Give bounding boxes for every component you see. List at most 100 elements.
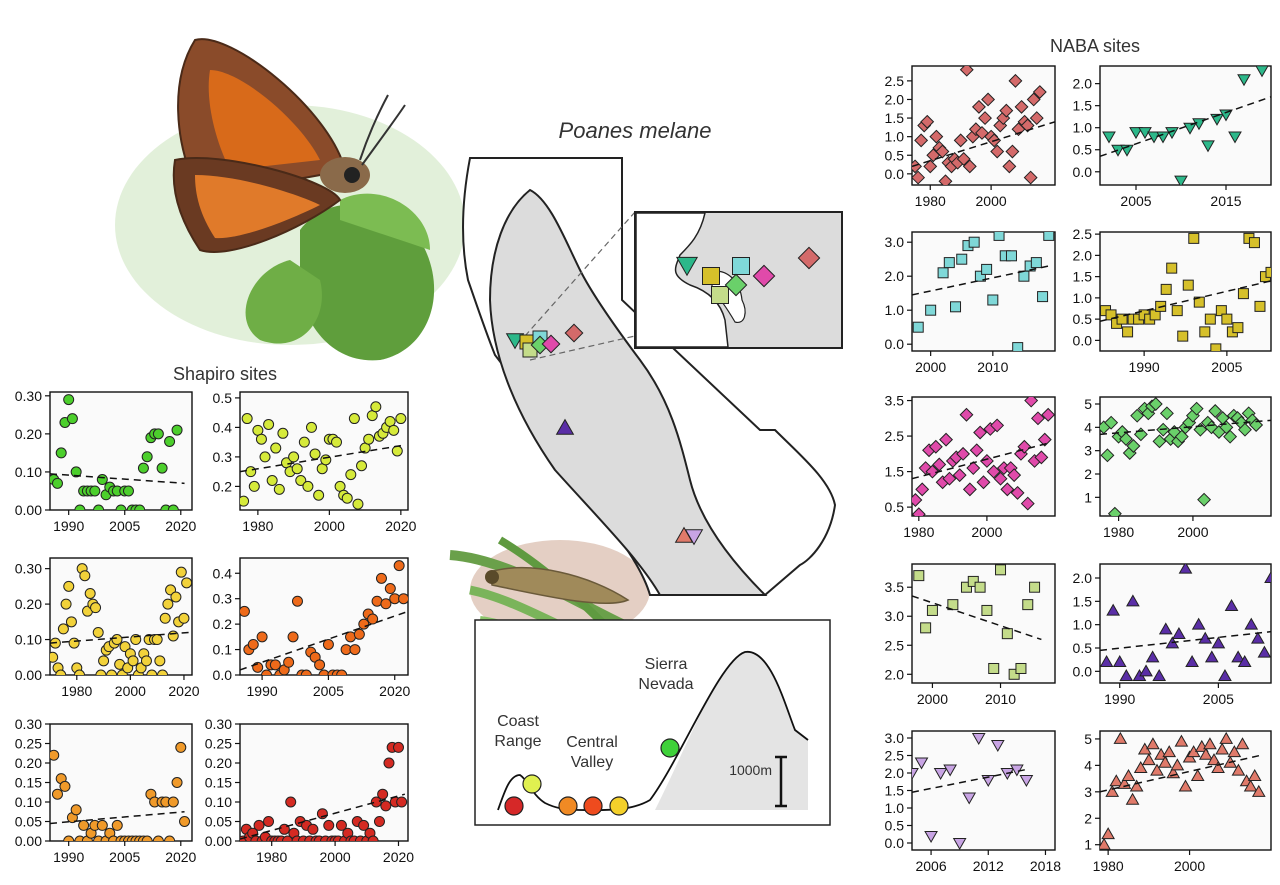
data-point: [1125, 792, 1140, 805]
data-point: [913, 570, 925, 582]
data-point: [263, 418, 275, 430]
y-tick-label: 0.20: [205, 755, 232, 771]
data-point: [1218, 668, 1232, 681]
data-points: [50, 394, 185, 510]
legend-site-dot: [504, 796, 524, 816]
scatter-panel-6: 1980 2000 2020 0.00 0.05 0.10 0.15 0.20 0.25 0.30: [205, 716, 415, 865]
x-tick-label: 2005: [109, 518, 140, 534]
data-point: [912, 507, 926, 516]
data-point: [1231, 650, 1245, 663]
legend-site-dot: [583, 796, 603, 816]
data-point: [1145, 650, 1160, 663]
data-point: [171, 777, 183, 788]
data-points: [50, 563, 192, 675]
x-tick-label: 1990: [247, 683, 278, 699]
data-point: [1219, 109, 1233, 122]
y-tick-label: 2.0: [885, 666, 905, 682]
x-tick-label: 2020: [379, 683, 410, 699]
data-point: [60, 598, 72, 610]
data-point: [370, 796, 382, 808]
data-point: [1219, 731, 1234, 744]
valley-label-2: Valley: [571, 754, 613, 771]
data-point: [1158, 622, 1173, 635]
data-point: [1116, 313, 1128, 325]
map-site-marker: [555, 418, 575, 435]
data-point: [1037, 291, 1049, 303]
data-point: [353, 628, 365, 640]
data-point: [98, 655, 110, 667]
data-point: [1112, 654, 1127, 667]
data-point: [973, 425, 988, 440]
data-point: [1170, 758, 1185, 771]
data-point: [1002, 159, 1017, 174]
data-point: [111, 819, 123, 831]
x-tick-label: 1990: [53, 849, 84, 865]
data-point: [943, 257, 955, 269]
data-point: [1191, 617, 1206, 630]
data-point: [1204, 313, 1216, 325]
data-point: [240, 495, 250, 507]
data-points: [912, 564, 1042, 680]
data-point: [1254, 300, 1266, 312]
data-point: [74, 504, 86, 510]
data-point: [1000, 482, 1015, 497]
scatter-panel-13: 2000 2010 2.0 2.5 3.0 3.5: [885, 563, 1056, 707]
data-point: [999, 103, 1014, 118]
x-tick-label: 2005: [1203, 691, 1234, 707]
plot-frame: [911, 231, 1056, 352]
data-point: [1198, 747, 1213, 760]
data-point: [1211, 636, 1226, 649]
data-point: [1001, 628, 1013, 640]
y-tick-label: 0.25: [205, 736, 232, 752]
data-point: [1148, 397, 1163, 411]
data-point: [932, 457, 947, 472]
y-tick-label: 0.0: [1073, 663, 1093, 679]
data-point: [106, 669, 118, 675]
data-points: [1100, 397, 1271, 516]
data-point: [263, 816, 275, 827]
data-point: [971, 99, 986, 114]
inset-site-markers: [675, 246, 821, 304]
y-tick-label: 0.20: [15, 755, 42, 771]
y-tick-label: 0.0: [885, 336, 905, 352]
data-point: [63, 580, 75, 592]
data-point: [313, 489, 325, 501]
data-point: [1015, 662, 1027, 674]
data-point: [93, 504, 105, 510]
data-point: [96, 819, 108, 831]
data-point: [971, 733, 986, 746]
data-points: [240, 401, 407, 510]
y-tick-label: 0.4: [213, 419, 233, 435]
x-tick-label: 2005: [313, 683, 344, 699]
trend-line: [50, 811, 185, 825]
data-point: [141, 835, 153, 841]
data-point: [1231, 763, 1246, 776]
y-tick-label: 0.20: [15, 596, 42, 612]
data-point: [396, 796, 408, 808]
data-point: [141, 451, 153, 463]
data-point: [959, 66, 974, 77]
sierra-label-2: Nevada: [638, 676, 693, 693]
y-tick-label: 0.00: [15, 502, 42, 518]
data-point: [912, 321, 924, 333]
y-tick-label: 0.30: [15, 561, 42, 577]
data-point: [1024, 397, 1039, 408]
data-point: [1237, 654, 1252, 667]
x-tick-label: 2020: [165, 518, 196, 534]
data-point: [1192, 118, 1206, 131]
data-point: [959, 407, 974, 422]
y-tick-label: 1.5: [885, 783, 905, 799]
y-tick-label: 0.5: [1073, 640, 1093, 656]
data-point: [1257, 645, 1271, 658]
data-point: [349, 644, 361, 656]
data-point: [1029, 581, 1041, 593]
data-point: [966, 461, 981, 476]
data-point: [1215, 305, 1227, 317]
data-point: [384, 583, 396, 595]
data-point: [1152, 668, 1167, 681]
data-point: [1119, 668, 1134, 681]
data-point: [990, 740, 1005, 753]
y-tick-label: 2: [1084, 810, 1092, 826]
y-tick-label: 0.5: [1073, 311, 1093, 327]
data-point: [1201, 140, 1215, 153]
